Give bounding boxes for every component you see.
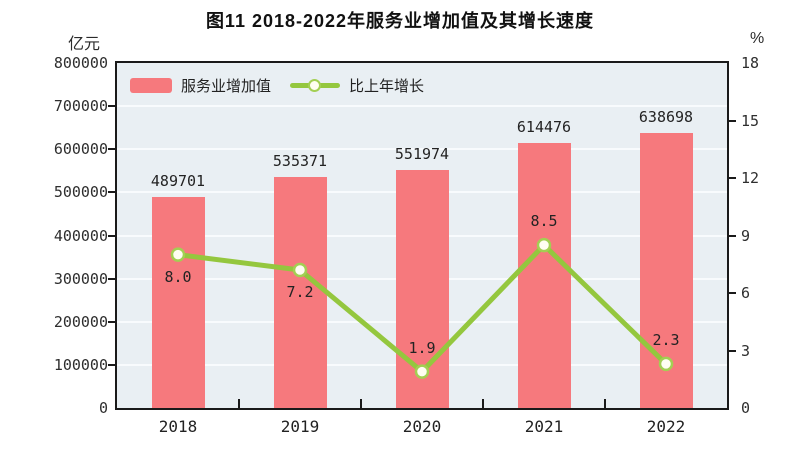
right-axis-tick-mark [729, 292, 736, 294]
left-axis-tick-label: 800000 [53, 54, 108, 72]
right-axis-tick-mark [729, 119, 736, 122]
bar-value-label: 638698 [638, 107, 694, 126]
right-axis-tick-label: 9 [741, 226, 751, 245]
growth-line-series [170, 237, 674, 379]
legend-line-marker-icon [290, 78, 341, 93]
bar-value-label: 614476 [516, 118, 572, 136]
line-value-label: 7.2 [286, 283, 314, 301]
left-axis-tick-label: 0 [98, 399, 108, 417]
left-axis-unit: 亿元 [67, 36, 100, 53]
line-marker-2020 [414, 364, 430, 379]
left-axis-tick-mark [108, 148, 115, 151]
right-axis-tick-label: 15 [741, 111, 760, 130]
x-axis-label-2019: 2019 [280, 417, 320, 436]
line-marker-2018 [170, 247, 186, 262]
x-axis-tick-mark [482, 399, 484, 408]
bar-2018 [151, 196, 205, 408]
legend: 服务业增加值 比上年增长 [130, 75, 424, 96]
gridline [117, 105, 727, 108]
left-axis-tick-label: 100000 [53, 355, 108, 374]
x-axis-tick-mark [360, 399, 362, 408]
left-axis-tick-mark [108, 277, 115, 280]
x-axis-label-2021: 2021 [524, 417, 564, 436]
right-axis-tick-mark [729, 177, 736, 179]
left-axis-tick-label: 200000 [53, 312, 108, 331]
line-marker-2019 [292, 262, 308, 278]
right-axis-tick-label: 3 [741, 341, 751, 360]
line-value-label: 8.5 [530, 212, 558, 231]
line-value-label: 8.0 [164, 267, 192, 286]
left-axis-tick-mark [108, 234, 115, 237]
left-axis-tick-label: 300000 [53, 269, 108, 288]
bar-2019 [273, 177, 327, 408]
gridline [117, 148, 727, 151]
left-axis-tick-mark [108, 191, 115, 194]
plot-area: 489701 535371 551974 614476 638698 8.0 7.2 1.9 8… [115, 61, 729, 410]
bar-value-label: 489701 [150, 171, 206, 190]
left-axis-tick-label: 600000 [53, 140, 108, 159]
right-axis-tick-label: 18 [741, 54, 760, 72]
left-axis-tick-mark [108, 320, 115, 323]
right-axis-unit: % [750, 30, 765, 47]
right-axis-tick-mark [729, 234, 736, 237]
x-axis-label-2018: 2018 [158, 417, 198, 436]
x-axis-tick-mark [604, 399, 606, 408]
line-marker-2022 [658, 356, 674, 372]
legend-bar-swatch-icon [130, 78, 172, 93]
left-axis-tick-label: 700000 [53, 97, 108, 116]
bar-value-label: 551974 [394, 144, 450, 163]
right-axis-tick-label: 6 [741, 284, 751, 302]
line-value-label: 2.3 [652, 330, 680, 349]
x-axis-tick-mark [238, 399, 240, 408]
left-axis-tick-mark [108, 363, 115, 366]
line-marker-2021 [536, 237, 552, 253]
legend-line-label: 比上年增长 [349, 78, 425, 95]
right-axis-tick-label: 12 [741, 169, 760, 187]
x-axis-label-2020: 2020 [402, 417, 442, 436]
left-axis-tick-label: 500000 [53, 183, 108, 202]
chart-title: 图11 2018-2022年服务业增加值及其增长速度 [205, 11, 595, 31]
right-axis-tick-mark [729, 349, 736, 352]
legend-line-dot [308, 79, 322, 92]
bar-value-label: 535371 [272, 152, 328, 171]
x-axis-label-2022: 2022 [646, 417, 686, 436]
line-value-label: 1.9 [408, 338, 436, 357]
left-axis-tick-label: 400000 [53, 226, 108, 245]
right-axis-tick-label: 0 [741, 399, 751, 417]
legend-bar-label: 服务业增加值 [181, 78, 272, 95]
bar-2021 [517, 143, 571, 408]
left-axis-tick-mark [108, 105, 115, 108]
